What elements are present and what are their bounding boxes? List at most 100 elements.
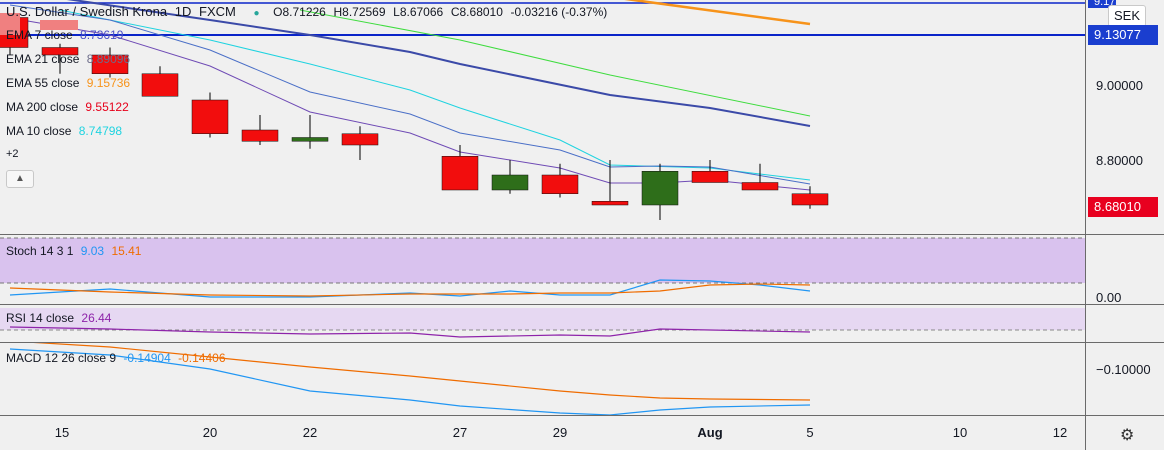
price-axis[interactable]: 9.17376 SEK 9.13077 9.00000 8.80000 8.68… [1086, 0, 1164, 415]
ohlc-high: H8.72569 [333, 5, 386, 19]
indicator-value: 9.15736 [86, 76, 131, 90]
indicator-label: EMA 7 close [6, 28, 73, 42]
rsi-pane[interactable]: RSI 14 close 26.44 [0, 305, 1085, 342]
indicator-label: MACD 12 26 close 9 [6, 351, 117, 365]
time-axis-label: 15 [54, 425, 70, 440]
indicator-label: RSI 14 close [6, 311, 75, 325]
price-axis-divider [1085, 0, 1086, 450]
indicator-label: EMA 21 close [6, 52, 80, 66]
collapse-legend-button[interactable]: ▲ [6, 170, 34, 188]
price-chart[interactable] [0, 0, 1085, 234]
candle-body [591, 201, 629, 206]
candle-body-partial [0, 13, 20, 35]
stoch-chart[interactable] [0, 235, 1085, 304]
indicator-label: MA 200 close [6, 100, 79, 114]
ohlc-low: L8.67066 [393, 5, 444, 19]
symbol-exchange: FXCM [199, 4, 236, 19]
stoch-k-value: 9.03 [80, 244, 105, 258]
indicator-legend-ma10[interactable]: MA 10 close 8.74798 [6, 124, 126, 138]
stoch-axis-label: 0.00 [1096, 290, 1122, 305]
candle-body [41, 47, 79, 56]
pane-divider[interactable] [0, 342, 1164, 343]
chevron-up-icon: ▲ [15, 173, 25, 184]
candle-body [141, 73, 179, 97]
pane-divider[interactable] [0, 234, 1164, 235]
time-axis[interactable]: 15 20 22 27 29 Aug 5 10 12 [0, 416, 1085, 450]
ma10-line [299, 9, 811, 117]
symbol-interval: 1D [174, 4, 192, 19]
time-axis-divider [0, 415, 1164, 416]
time-axis-label: 12 [1052, 425, 1068, 440]
indicator-value: 8.73619 [80, 28, 124, 42]
stoch-d-line [9, 283, 811, 297]
rsi-band [0, 308, 1085, 330]
gear-icon[interactable]: ⚙ [1120, 427, 1135, 444]
macd-legend[interactable]: MACD 12 26 close 9 -0.14904 -0.14406 [6, 351, 230, 365]
market-status-icon: ● [253, 8, 260, 19]
price-axis-label: 8.80000 [1096, 153, 1143, 168]
stoch-pane[interactable]: Stoch 14 3 1 9.03 15.41 [0, 235, 1085, 304]
time-axis-label: 27 [452, 425, 468, 440]
rsi-chart[interactable] [0, 305, 1085, 342]
macd-signal-line [33, 343, 811, 401]
price-tag-top: 9.17376 [1088, 0, 1116, 8]
stoch-band [0, 238, 1085, 283]
more-indicators-toggle[interactable]: +2 [6, 148, 19, 160]
stoch-legend[interactable]: Stoch 14 3 1 9.03 15.41 [6, 244, 145, 258]
candle-body [541, 174, 579, 194]
indicator-legend-ema21[interactable]: EMA 21 close 8.89096 [6, 52, 134, 66]
candle-body [741, 182, 779, 191]
symbol-header: U.S. Dollar / Swedish Krona 1D FXCM ● O8… [6, 4, 611, 19]
candle-body [241, 129, 279, 142]
ohlc-close: C8.68010 [450, 5, 503, 19]
rsi-line [9, 326, 811, 338]
candle-body-partial [40, 20, 78, 30]
ema55-line [624, 0, 811, 26]
macd-pane[interactable]: MACD 12 26 close 9 -0.14904 -0.14406 [0, 343, 1085, 415]
candle-body [91, 54, 129, 74]
candle-body [491, 174, 529, 191]
indicator-legend-ema7[interactable]: EMA 7 close 8.73619 [6, 28, 127, 42]
candle-body [291, 137, 329, 142]
macd-signal-value: -0.14406 [178, 351, 226, 365]
indicator-legend-ema55[interactable]: EMA 55 close 9.15736 [6, 76, 134, 90]
price-axis-label: 9.00000 [1096, 78, 1143, 93]
rsi-legend[interactable]: RSI 14 close 26.44 [6, 311, 115, 325]
time-axis-label: 20 [202, 425, 218, 440]
pane-divider[interactable] [0, 304, 1164, 305]
candle-body [341, 133, 379, 146]
indicator-value: 8.74798 [78, 124, 123, 138]
currency-badge[interactable]: SEK [1108, 5, 1146, 27]
time-axis-label: 29 [552, 425, 568, 440]
ema21-line [66, 0, 811, 127]
ema7-line [9, 4, 811, 185]
candle-body [791, 193, 829, 206]
indicator-legend-ma200[interactable]: MA 200 close 9.55122 [6, 100, 133, 114]
indicator-label: Stoch 14 3 1 [6, 244, 74, 258]
indicator-value: 9.55122 [85, 100, 129, 114]
rsi-value: 26.44 [81, 311, 112, 325]
macd-chart[interactable] [0, 343, 1085, 415]
ohlc-change: -0.03216 (-0.37%) [510, 5, 608, 19]
time-axis-label: Aug [697, 425, 723, 440]
price-pane[interactable]: U.S. Dollar / Swedish Krona 1D FXCM ● O8… [0, 0, 1085, 234]
macd-value: -0.14904 [123, 351, 171, 365]
indicator-value: 8.89096 [86, 52, 131, 66]
price-tag-last: 8.68010 [1088, 197, 1158, 217]
time-axis-label: 10 [952, 425, 968, 440]
macd-axis-label: −0.10000 [1096, 362, 1151, 377]
candle-body [191, 99, 229, 134]
candle-body [441, 156, 479, 191]
time-axis-label: 22 [302, 425, 318, 440]
ema10-line [59, 9, 811, 181]
stoch-d-value: 15.41 [111, 244, 142, 258]
macd-line [9, 348, 811, 415]
candle-body [691, 171, 729, 183]
indicator-label: EMA 55 close [6, 76, 80, 90]
price-tag-line: 9.13077 [1088, 25, 1158, 45]
ohlc-open: O8.71226 [273, 5, 326, 19]
time-axis-label: 5 [806, 425, 814, 440]
indicator-label: MA 10 close [6, 124, 72, 138]
symbol-name: U.S. Dollar / Swedish Krona [6, 4, 168, 19]
